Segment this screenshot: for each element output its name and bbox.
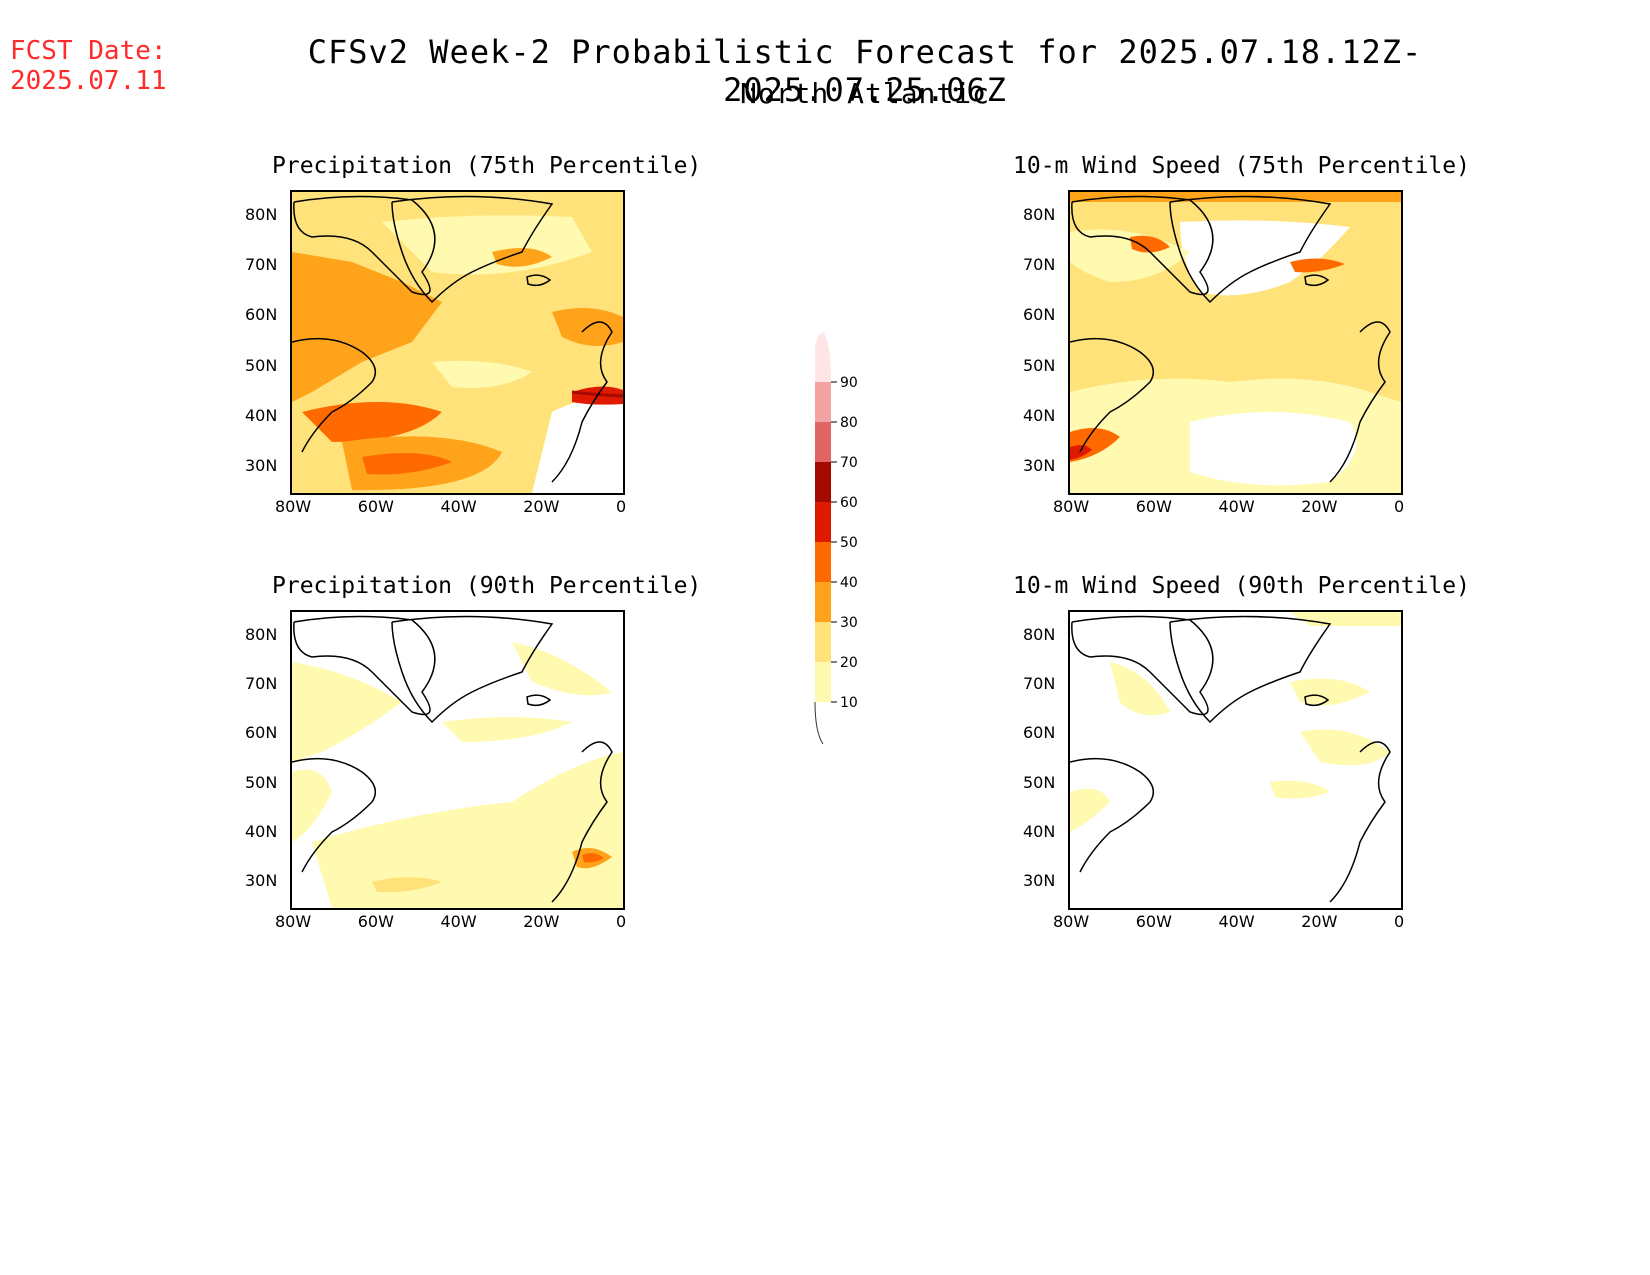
colorbar-swatch — [815, 662, 831, 702]
fcst-date-label: FCST Date: 2025.07.11 — [10, 36, 167, 96]
lat-tick-label: 50N — [245, 355, 278, 375]
lon-tick-label: 40W — [1218, 497, 1255, 516]
lon-tick-label: 60W — [1135, 497, 1172, 516]
lon-tick-label: 20W — [1301, 497, 1338, 516]
colorbar-tick-label: 40 — [840, 575, 858, 591]
colorbar: 10 20 30 40 50 60 70 80 90 — [800, 330, 890, 750]
colorbar-swatch — [815, 462, 831, 502]
panel-title-precip75: Precipitation (75th Percentile) — [272, 153, 702, 179]
colorbar-swatch — [815, 622, 831, 662]
lat-tick-label: 60N — [1023, 723, 1056, 743]
colorbar-swatch — [815, 542, 831, 582]
lat-tick-label: 30N — [1023, 871, 1056, 891]
colorbar-tick-label: 20 — [840, 655, 858, 671]
panel-title-wind75: 10-m Wind Speed (75th Percentile) — [1013, 153, 1470, 179]
lat-tick-label: 40N — [1023, 822, 1056, 841]
lat-tick-label: 80N — [1023, 624, 1056, 644]
lon-tick-label: 40W — [1218, 912, 1255, 931]
lat-tick-label: 50N — [1023, 772, 1056, 792]
colorbar-tick-label: 90 — [840, 375, 858, 391]
lat-tick-label: 30N — [245, 871, 278, 891]
lat-tick-label: 80N — [245, 205, 278, 225]
lat-tick-label: 60N — [1023, 305, 1056, 325]
lon-tick-label: 80W — [1053, 497, 1090, 516]
lon-tick-label: 20W — [523, 912, 560, 931]
lon-tick-label: 0 — [616, 497, 627, 516]
lat-tick-label: 70N — [1023, 255, 1056, 275]
lon-tick-label: 40W — [440, 912, 477, 931]
colorbar-bottom-cap — [814, 701, 824, 745]
fcst-date: 2025.07.11 — [10, 66, 167, 96]
lon-tick-label: 0 — [1394, 912, 1405, 931]
lon-tick-label: 80W — [1053, 912, 1090, 931]
lat-tick-label: 60N — [245, 305, 278, 325]
map-precip-75th — [290, 190, 625, 495]
colorbar-tick-label: 10 — [840, 695, 858, 711]
lat-tick-label: 80N — [1023, 205, 1056, 225]
colorbar-swatch — [815, 502, 831, 542]
lat-tick-label: 40N — [1023, 405, 1056, 425]
lon-tick-label: 20W — [1301, 912, 1338, 931]
lat-tick-label: 50N — [245, 772, 278, 792]
colorbar-tick-label: 80 — [840, 415, 858, 431]
map-wind-90th — [1068, 610, 1403, 910]
lon-tick-label: 60W — [357, 912, 394, 931]
fcst-label: FCST Date: — [10, 36, 167, 66]
lat-tick-label: 60N — [245, 723, 278, 743]
lon-tick-label: 20W — [523, 497, 560, 516]
panel-title-precip90: Precipitation (90th Percentile) — [272, 573, 702, 599]
lat-tick-label: 70N — [1023, 674, 1056, 693]
map-wind-75th — [1068, 190, 1403, 495]
colorbar-tick-label: 50 — [840, 535, 858, 551]
colorbar-tick-label: 70 — [840, 455, 858, 471]
lon-tick-label: 60W — [1135, 912, 1172, 931]
lon-tick-label: 60W — [357, 497, 394, 516]
lon-tick-label: 80W — [275, 912, 312, 931]
colorbar-tick-label: 60 — [840, 495, 858, 511]
colorbar-tick-label: 30 — [840, 615, 858, 631]
lat-tick-label: 40N — [245, 405, 278, 425]
lat-tick-label: 70N — [245, 674, 278, 693]
colorbar-swatch — [815, 582, 831, 622]
lon-tick-label: 80W — [275, 497, 312, 516]
lon-tick-label: 0 — [1394, 497, 1405, 516]
map-precip-90th — [290, 610, 625, 910]
colorbar-cap — [815, 332, 831, 382]
lon-tick-label: 0 — [616, 912, 627, 931]
colorbar-swatch — [815, 382, 831, 422]
page-subtitle: North Atlantic — [739, 77, 990, 110]
lat-tick-label: 50N — [1023, 355, 1056, 375]
lat-tick-label: 30N — [245, 455, 278, 475]
lat-tick-label: 80N — [245, 624, 278, 644]
page-title: CFSv2 Week-2 Probabilistic Forecast for … — [307, 33, 1423, 109]
lon-tick-label: 40W — [440, 497, 477, 516]
lat-tick-label: 40N — [245, 822, 278, 841]
lat-tick-label: 70N — [245, 255, 278, 275]
colorbar-swatch — [815, 422, 831, 462]
lat-tick-label: 30N — [1023, 455, 1056, 475]
panel-title-wind90: 10-m Wind Speed (90th Percentile) — [1013, 573, 1470, 599]
